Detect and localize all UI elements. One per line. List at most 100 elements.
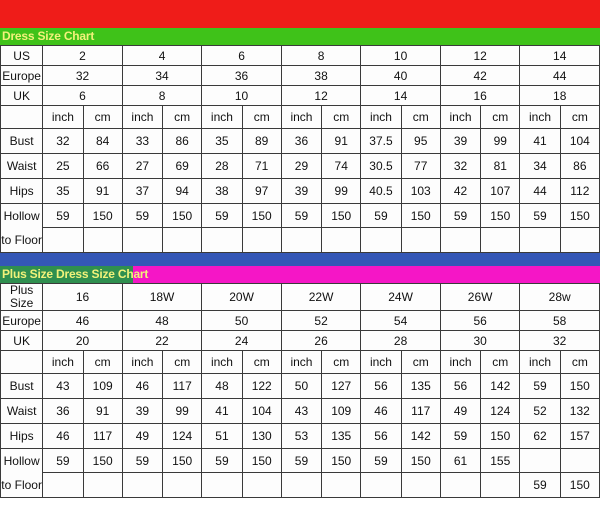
uk-size-cell: 24 [201, 330, 282, 351]
unit-inch: inch [360, 105, 402, 129]
waist-value: 124 [480, 398, 521, 424]
hollow-empty-cell [42, 227, 84, 253]
row-label-bust: Bust [0, 373, 44, 399]
hollow-empty-cell [360, 472, 402, 498]
waist-value: 71 [241, 153, 282, 179]
unit-cm: cm [82, 350, 123, 374]
europe-size-cell: 36 [201, 65, 282, 86]
dress-size-chart-table: US 2 4 6 8 10 12 14 Europe 32 34 36 38 4… [0, 45, 600, 253]
row-label-europe: Europe [0, 310, 44, 331]
uk-size-cell: 10 [201, 85, 282, 106]
waist-value: 49 [439, 398, 482, 424]
hips-value: 56 [360, 423, 402, 449]
bust-value: 37.5 [360, 128, 402, 154]
uk-size-cell: 8 [121, 85, 203, 106]
bust-value: 48 [201, 373, 243, 399]
table-row-plus-size: Plus Size 16 18W 20W 22W 24W 26W 28w [0, 283, 600, 311]
us-size-cell: 4 [121, 45, 203, 66]
hollow-value: 150 [480, 203, 521, 228]
bust-value: 39 [439, 128, 482, 154]
hollow-empty-cell [280, 472, 323, 498]
hips-value: 150 [480, 423, 521, 449]
hollow-value: 59 [360, 448, 402, 473]
hips-value: 157 [559, 423, 600, 449]
hollow-empty-cell [241, 472, 282, 498]
uk-size-cell: 14 [360, 85, 441, 106]
hollow-empty-cell [201, 472, 243, 498]
plus-size-chart-table: Plus Size 16 18W 20W 22W 24W 26W 28w Eur… [0, 283, 600, 498]
bust-value: 95 [400, 128, 441, 154]
hollow-value: 150 [82, 448, 123, 473]
top-red-band [0, 0, 600, 28]
waist-value: 41 [201, 398, 243, 424]
hollow-empty-cell [162, 472, 203, 498]
title-band-green-fill [0, 28, 600, 45]
row-label-waist: Waist [0, 153, 44, 179]
hollow-empty-cell [559, 448, 600, 473]
hollow-value: 150 [559, 203, 600, 228]
plus-size-cell: 24W [360, 283, 441, 311]
hips-value: 40.5 [360, 178, 402, 204]
plus-size-cell: 16 [42, 283, 123, 311]
table-row-uk: UK 6 8 10 12 14 16 18 [0, 85, 600, 106]
waist-value: 81 [480, 153, 521, 179]
hips-value: 112 [559, 178, 600, 204]
bust-value: 104 [559, 128, 600, 154]
europe-size-cell: 52 [280, 310, 362, 331]
waist-value: 29 [280, 153, 323, 179]
bust-value: 59 [519, 373, 561, 399]
waist-value: 104 [241, 398, 282, 424]
plus-size-chart-title-band: Plus Size Dress Size Chart [0, 266, 600, 283]
bust-value: 117 [162, 373, 203, 399]
unit-cm: cm [321, 105, 362, 129]
bust-value: 135 [400, 373, 441, 399]
uk-size-cell: 20 [42, 330, 123, 351]
hollow-empty-cell [360, 227, 402, 253]
europe-size-cell: 48 [121, 310, 203, 331]
table-row-hollow-to-floor: Hollow 59 150 59 150 59 150 59 150 59 15… [0, 203, 600, 228]
row-label-to-floor: to Floor [0, 227, 44, 253]
europe-size-cell: 34 [121, 65, 203, 86]
unit-inch: inch [280, 105, 323, 129]
unit-cm: cm [559, 350, 600, 374]
title-band-magenta-fill [133, 266, 600, 283]
uk-size-cell: 12 [280, 85, 362, 106]
table-row-hollow-to-floor-second-line: to Floor [0, 227, 600, 253]
unit-inch: inch [360, 350, 402, 374]
hollow-value: 150 [162, 448, 203, 473]
row-label-to-floor: to Floor [0, 472, 44, 498]
plus-size-cell: 26W [439, 283, 521, 311]
table-row-us: US 2 4 6 8 10 12 14 [0, 45, 600, 66]
hips-value: 42 [439, 178, 482, 204]
bust-value: 50 [280, 373, 323, 399]
hollow-value: 59 [201, 203, 243, 228]
hips-value: 53 [280, 423, 323, 449]
europe-size-cell: 32 [42, 65, 123, 86]
row-label-hollow: Hollow [0, 203, 44, 228]
hollow-value: 59 [519, 203, 561, 228]
waist-value: 27 [121, 153, 164, 179]
europe-size-cell: 56 [439, 310, 521, 331]
row-label-waist: Waist [0, 398, 44, 424]
hips-value: 59 [439, 423, 482, 449]
hollow-value: 150 [162, 203, 203, 228]
unit-inch: inch [280, 350, 323, 374]
row-label-hollow: Hollow [0, 448, 44, 473]
hollow-empty-cell [400, 472, 441, 498]
unit-cm: cm [400, 350, 441, 374]
table-row-hollow-to-floor-second-line: to Floor 59 150 [0, 472, 600, 498]
table-row-waist: Waist 36 91 39 99 41 104 43 109 46 117 4… [0, 398, 600, 424]
hollow-value: 59 [201, 448, 243, 473]
bust-value: 35 [201, 128, 243, 154]
hollow-empty-cell [321, 227, 362, 253]
hollow-value: 59 [42, 203, 84, 228]
europe-size-cell: 38 [280, 65, 362, 86]
row-label-units-empty [0, 105, 44, 129]
bust-value: 33 [121, 128, 164, 154]
hollow-empty-cell [280, 227, 323, 253]
unit-inch: inch [439, 105, 482, 129]
hollow-empty-cell [321, 472, 362, 498]
unit-cm: cm [162, 350, 203, 374]
unit-cm: cm [321, 350, 362, 374]
